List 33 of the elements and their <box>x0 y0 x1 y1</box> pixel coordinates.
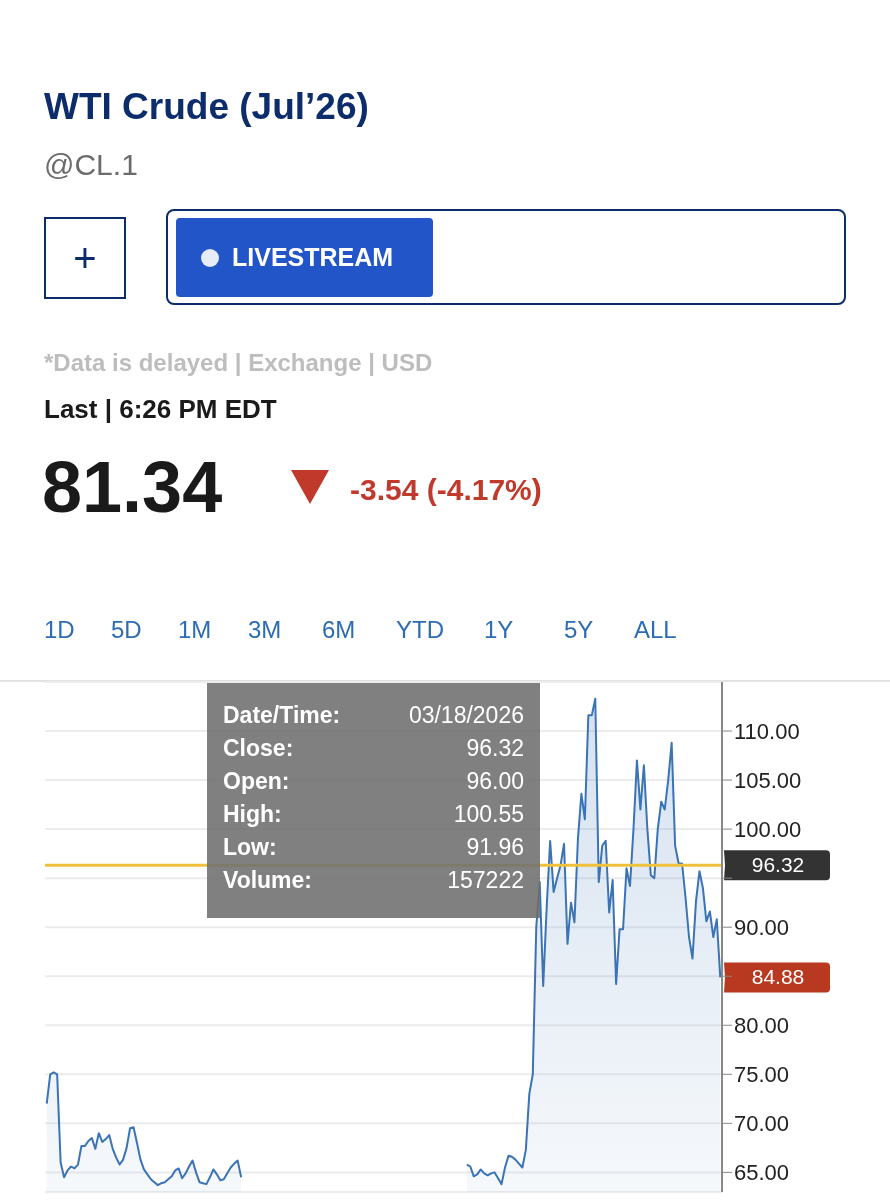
y-tick-label: 70.00 <box>734 1111 790 1137</box>
y-tick-label: 110.00 <box>734 718 800 744</box>
text: Volume: 157222 <box>223 867 524 893</box>
text: + <box>44 217 126 299</box>
text: Low: 91.96 <box>223 834 524 860</box>
text: Open: 96.00 <box>223 768 524 794</box>
ref-line-label: 96.32 <box>751 853 805 877</box>
text: 1D <box>44 616 76 644</box>
y-tick-label: 90.00 <box>734 915 790 940</box>
y-tick-label: 80.00 <box>734 1013 790 1039</box>
text: 3M <box>248 616 283 644</box>
text: 5D <box>111 616 143 644</box>
text: -3.54 (-4.17%) <box>350 473 542 507</box>
y-tick-label: 100.00 <box>734 816 802 842</box>
text: High: 100.55 <box>223 801 524 827</box>
y-tick-label: 65.00 <box>734 1160 790 1186</box>
text: LIVESTREAM <box>176 218 433 297</box>
y-tick-label: 75.00 <box>734 1062 790 1088</box>
text: Last | 6:26 PM EDT <box>44 394 277 425</box>
text: *Data is delayed | Exchange | USD <box>44 349 433 377</box>
text: ALL <box>634 616 678 644</box>
text: 5Y <box>564 616 595 644</box>
text: 6M <box>322 616 357 644</box>
y-tick-label: 105.00 <box>734 767 802 793</box>
text: 84.88 <box>751 965 805 989</box>
chart-subtitle: @CL.1 <box>44 148 138 182</box>
text: 1M <box>178 616 213 644</box>
text: 81.34 <box>42 446 223 528</box>
text: YTD <box>396 616 445 644</box>
text: Date/Time: 03/18/2026 <box>223 702 524 728</box>
text: 1Y <box>484 616 515 644</box>
text: Close: 96.32 <box>223 735 524 761</box>
chart-title: WTI Crude (Jul’26) <box>44 86 369 128</box>
